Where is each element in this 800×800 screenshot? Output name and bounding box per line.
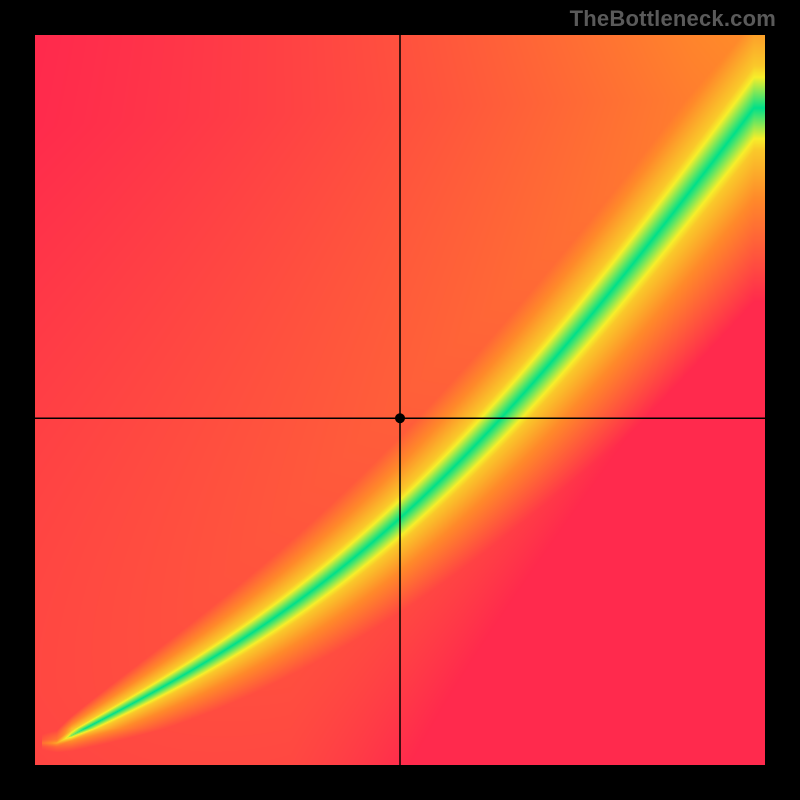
heatmap-canvas bbox=[35, 35, 765, 765]
watermark-text: TheBottleneck.com bbox=[570, 6, 776, 32]
chart-container: TheBottleneck.com bbox=[0, 0, 800, 800]
